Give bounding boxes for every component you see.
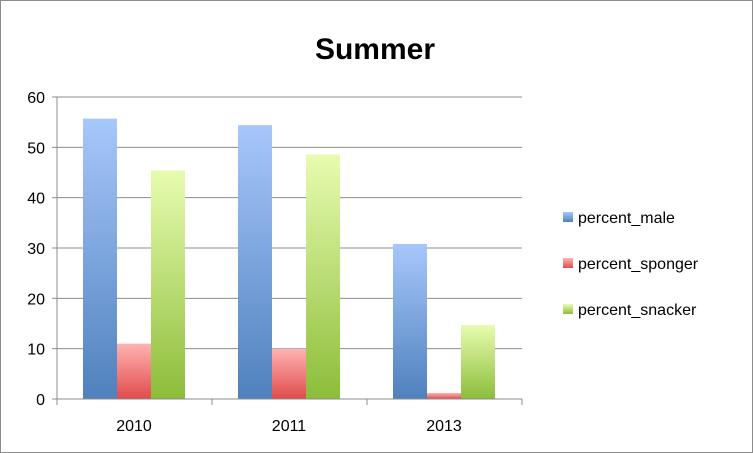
bar-percent_snacker-2011 — [306, 154, 340, 399]
x-tick-label: 2013 — [426, 418, 462, 435]
x-tick-label: 2011 — [272, 418, 307, 435]
y-tick-labels: 0 10 20 30 40 50 60 — [27, 90, 45, 409]
y-tick-label: 60 — [27, 90, 45, 107]
legend-label-percent_male: percent_male — [578, 210, 675, 227]
chart-title: Summer — [315, 33, 435, 66]
y-tick-label: 40 — [27, 191, 45, 208]
y-tick-label: 30 — [27, 241, 45, 258]
y-tick-label: 10 — [27, 342, 45, 359]
legend-label-percent_snacker: percent_snacker — [578, 302, 697, 319]
bars — [83, 118, 495, 399]
bar-percent_male-2011 — [238, 125, 272, 399]
legend-label-percent_sponger: percent_sponger — [578, 256, 699, 273]
bar-percent_sponger-2013 — [427, 392, 461, 399]
legend: percent_male percent_sponger percent_snack… — [563, 210, 699, 319]
bar-percent_snacker-2013 — [461, 325, 495, 399]
bar-percent_sponger-2011 — [272, 348, 306, 399]
legend-swatch-percent_male — [563, 212, 573, 222]
legend-swatch-percent_snacker — [563, 304, 573, 314]
x-tick-labels: 2010 2011 2013 — [116, 418, 462, 435]
bar-percent_sponger-2010 — [117, 343, 151, 399]
legend-swatch-percent_sponger — [563, 258, 573, 268]
bar-percent_snacker-2010 — [151, 170, 185, 399]
y-tick-label: 0 — [36, 392, 45, 409]
y-tick-label: 20 — [27, 291, 45, 308]
x-tick-label: 2010 — [116, 418, 152, 435]
gridlines — [57, 96, 522, 350]
bar-percent_male-2010 — [83, 118, 117, 399]
y-tick-label: 50 — [27, 140, 45, 157]
bar-percent_male-2013 — [393, 243, 427, 399]
axes — [52, 96, 523, 405]
